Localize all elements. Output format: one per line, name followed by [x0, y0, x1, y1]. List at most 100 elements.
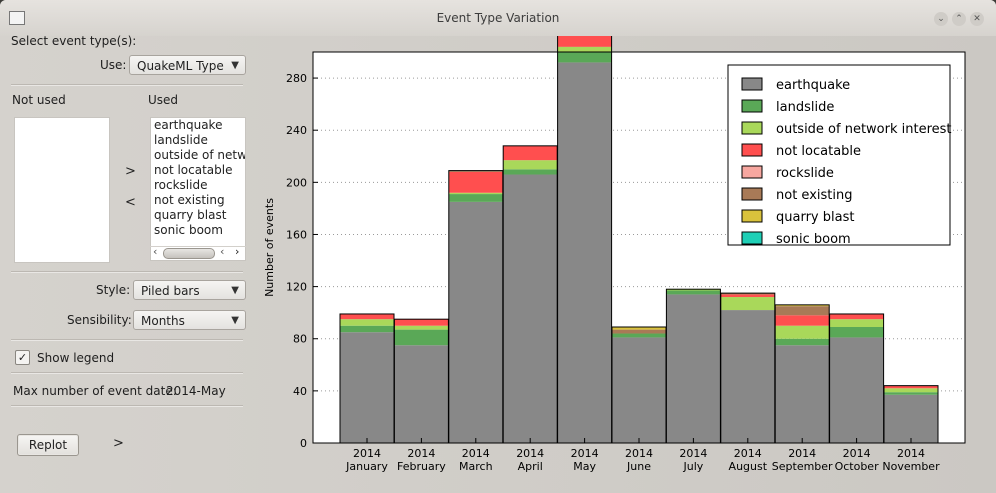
bar-segment — [775, 338, 830, 346]
x-tick-label-year: 2014 — [897, 447, 925, 460]
list-item[interactable]: outside of network interest — [154, 148, 246, 162]
max-event-date-value: 2014-May — [166, 384, 226, 398]
app-icon[interactable] — [9, 11, 25, 25]
bar-segment — [666, 289, 721, 291]
bar-segment — [448, 170, 503, 172]
style-select[interactable]: Piled bars ▼ — [133, 280, 246, 300]
plot-frame — [312, 51, 966, 444]
divider — [11, 405, 243, 407]
legend-label: landslide — [776, 100, 834, 115]
bar-segment — [829, 319, 884, 328]
y-tick-label: 240 — [286, 124, 307, 137]
replot-button[interactable]: Replot — [17, 434, 79, 456]
bar-segment — [503, 169, 558, 175]
sensibility-label: Sensibility: — [67, 313, 132, 327]
scrollbar-thumb[interactable] — [163, 248, 215, 259]
bar-segment — [884, 392, 938, 395]
x-tick-label-month: January — [345, 460, 388, 473]
list-item[interactable]: sonic boom — [154, 223, 223, 237]
x-tick-label-year: 2014 — [734, 447, 762, 460]
bar-segment — [884, 385, 938, 389]
expand-button[interactable]: > — [113, 436, 124, 451]
move-right-button[interactable]: > — [125, 164, 136, 179]
show-legend-checkbox[interactable]: ✓ — [15, 350, 30, 365]
chevron-down-icon: ▼ — [231, 315, 239, 326]
legend-label: sonic boom — [776, 232, 851, 247]
not-used-label: Not used — [12, 93, 66, 107]
list-item[interactable]: not locatable — [154, 163, 233, 177]
bar-segment — [829, 337, 884, 443]
select-event-types-label: Select event type(s): — [11, 34, 137, 48]
x-tick-label-year: 2014 — [571, 447, 599, 460]
x-tick-label-year: 2014 — [516, 447, 544, 460]
max-event-date-label: Max number of event date: — [13, 384, 177, 398]
bar-segment — [612, 327, 666, 330]
divider — [11, 271, 243, 273]
bar-segment — [775, 304, 830, 307]
chart: 040801201602002402802014January2014Febru… — [263, 36, 966, 473]
list-item[interactable]: quarry blast — [154, 208, 227, 222]
y-tick-label: 160 — [286, 228, 307, 241]
bar-segment — [829, 327, 884, 338]
x-tick-label-month: April — [518, 460, 543, 473]
move-left-button[interactable]: < — [125, 195, 136, 210]
x-tick-label-year: 2014 — [625, 447, 653, 460]
style-label: Style: — [96, 283, 131, 297]
bar-segment — [666, 294, 721, 443]
x-tick-label-year: 2014 — [679, 447, 707, 460]
y-tick-label: 80 — [293, 333, 307, 346]
bar-segment — [448, 194, 503, 202]
used-list-scrollbar[interactable]: ‹ ‹ › — [150, 245, 246, 261]
x-tick-label-year: 2014 — [462, 447, 490, 460]
legend-swatch — [741, 187, 763, 201]
bar-segment — [503, 174, 558, 443]
bar-segment — [557, 52, 612, 63]
divider — [11, 84, 243, 86]
bar-segment — [394, 325, 449, 330]
y-tick-label: 120 — [286, 281, 307, 294]
maximize-icon[interactable]: ⌃ — [952, 12, 966, 26]
sensibility-select[interactable]: Months ▼ — [133, 310, 246, 330]
bar-segment — [340, 319, 394, 326]
use-select[interactable]: QuakeML Type ▼ — [129, 55, 246, 75]
bar-segment — [720, 310, 775, 443]
bar-segment — [394, 345, 449, 443]
legend-swatch — [741, 121, 763, 135]
legend-label: rockslide — [776, 166, 834, 181]
use-label: Use: — [100, 58, 127, 72]
scroll-left-icon[interactable]: ‹ — [220, 245, 225, 258]
title-bar[interactable]: Event Type Variation ⌄ ⌃ ✕ — [0, 0, 996, 37]
x-tick-label-month: September — [772, 460, 833, 473]
sensibility-select-value: Months — [141, 314, 185, 328]
bar-segment — [720, 293, 775, 295]
x-tick-label-month: August — [729, 460, 768, 473]
minimize-icon[interactable]: ⌄ — [934, 12, 948, 26]
x-tick-label-month: March — [459, 460, 493, 473]
x-tick-label-year: 2014 — [843, 447, 871, 460]
list-item[interactable]: rockslide — [154, 178, 208, 192]
bar-segment — [720, 297, 775, 311]
x-tick-label-year: 2014 — [353, 447, 381, 460]
list-item[interactable]: earthquake — [154, 118, 223, 132]
bar-segment — [340, 325, 394, 333]
bar-segment — [340, 332, 394, 443]
legend-swatch — [741, 99, 763, 113]
list-item[interactable]: landslide — [154, 133, 208, 147]
bar-segment — [557, 36, 612, 47]
chevron-down-icon: ▼ — [231, 285, 239, 296]
x-tick-label-year: 2014 — [407, 447, 435, 460]
list-item[interactable]: not existing — [154, 193, 225, 207]
legend-label: quarry blast — [776, 210, 854, 225]
window-title: Event Type Variation — [436, 11, 560, 25]
not-used-list[interactable] — [14, 117, 110, 263]
scroll-left-icon[interactable]: ‹ — [153, 245, 158, 258]
used-label: Used — [148, 93, 179, 107]
scroll-right-icon[interactable]: › — [235, 245, 240, 258]
bar-segment — [775, 315, 830, 326]
close-icon[interactable]: ✕ — [970, 12, 984, 26]
bar-segment — [448, 192, 503, 195]
bar-segment — [557, 46, 612, 52]
bar-segment — [394, 329, 449, 346]
